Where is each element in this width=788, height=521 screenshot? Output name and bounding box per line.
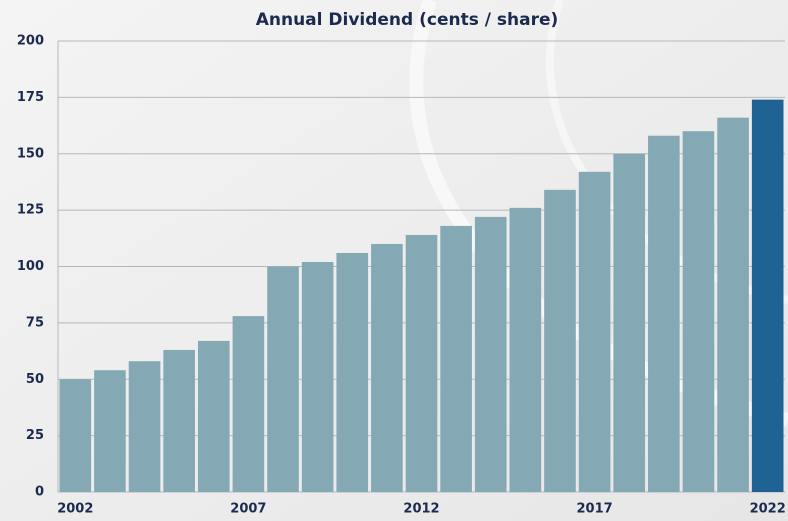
bar [336,252,369,492]
x-tick-label: 2007 [230,502,266,517]
bar [267,266,299,492]
y-tick-label: 0 [35,485,44,500]
y-tick-label: 75 [26,315,44,330]
bar [682,131,715,492]
x-tick-label: 2012 [403,502,439,517]
y-tick-label: 100 [17,259,44,274]
bar [197,340,230,492]
y-tick-label: 175 [17,90,44,105]
bar [544,189,576,492]
x-tick-label: 2002 [57,502,93,517]
chart-title: Annual Dividend (cents / share) [256,10,559,30]
bar [578,171,611,493]
bar [648,135,680,492]
x-tick-label: 2022 [750,502,786,517]
y-tick-label: 200 [17,34,44,49]
bar [371,243,403,492]
bar [509,207,542,492]
bar [301,261,334,492]
x-tick-label: 2017 [577,502,613,517]
bar [59,379,92,492]
y-tick-label: 125 [17,203,44,218]
bar [717,117,749,493]
bar [163,349,195,492]
bar [440,225,472,492]
y-tick-label: 50 [26,372,44,387]
bar [613,153,646,492]
y-tick-label: 25 [26,428,44,443]
bar [751,99,784,492]
bar [128,361,161,492]
bar [94,370,126,492]
bar [405,234,438,492]
bar [232,316,265,492]
bar [474,216,507,492]
y-tick-label: 150 [17,146,44,161]
